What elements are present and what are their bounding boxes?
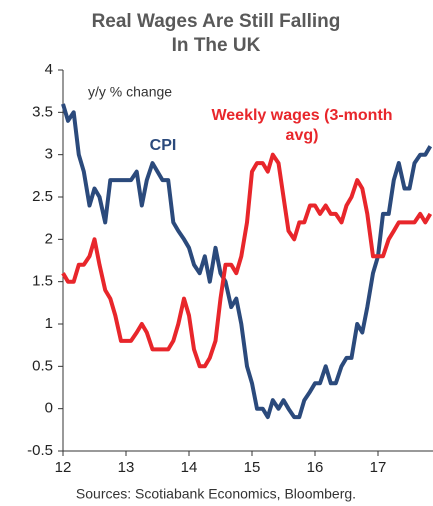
y-tick-label: 4 <box>45 61 53 78</box>
x-tick-label: 12 <box>55 459 72 476</box>
y-tick-label: 0.5 <box>32 357 53 374</box>
y-tick-label: 2.5 <box>32 188 53 205</box>
series-label: CPI <box>150 137 177 154</box>
series-label: Weekly wages (3-month <box>211 107 392 124</box>
x-tick-label: 15 <box>244 459 261 476</box>
y-tick-label: 1.5 <box>32 273 53 290</box>
y-axis-label: y/y % change <box>88 84 172 100</box>
y-tick-label: 3 <box>45 146 53 163</box>
series-label: avg) <box>286 127 319 144</box>
x-tick-label: 17 <box>370 459 387 476</box>
y-tick-label: 3.5 <box>32 103 53 120</box>
y-tick-label: -0.5 <box>27 442 53 459</box>
chart-title: Real Wages Are Still Falling <box>92 11 341 32</box>
x-tick-label: 14 <box>181 459 198 476</box>
source: Sources: Scotiabank Economics, Bloomberg… <box>76 486 356 502</box>
series-line <box>61 103 433 420</box>
y-tick-label: 0 <box>45 400 53 417</box>
y-tick-label: 1 <box>45 315 53 332</box>
chart-title: In The UK <box>172 35 261 56</box>
x-tick-label: 13 <box>118 459 135 476</box>
x-tick-label: 16 <box>307 459 324 476</box>
series-line <box>61 152 433 369</box>
y-tick-label: 2 <box>45 230 53 247</box>
